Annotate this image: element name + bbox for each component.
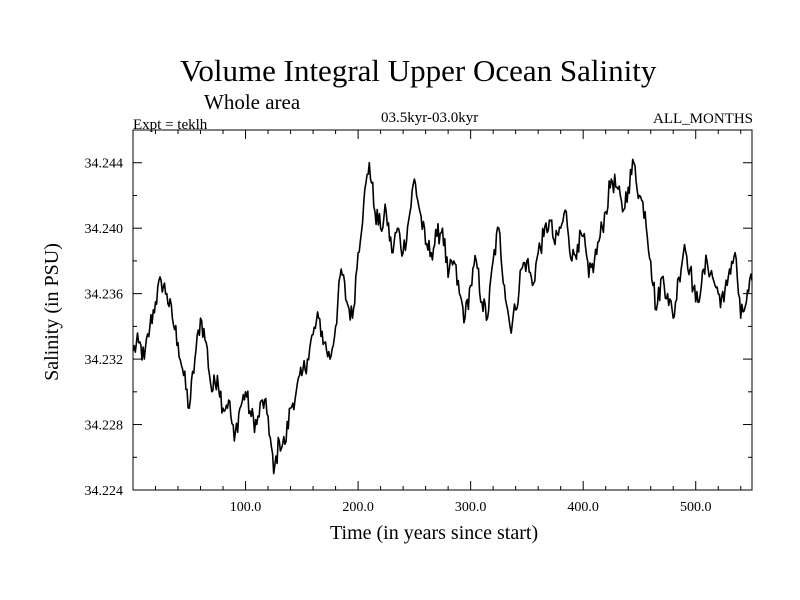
y-tick-label: 34.244 xyxy=(85,157,124,172)
x-tick-label: 300.0 xyxy=(455,500,487,515)
y-tick-label: 34.232 xyxy=(85,353,124,368)
x-tick-label: 400.0 xyxy=(567,500,599,515)
series-line-salinity xyxy=(132,158,753,475)
x-tick-label: 500.0 xyxy=(680,500,712,515)
y-tick-label: 34.224 xyxy=(85,484,124,499)
period-label: 03.5kyr-03.0kyr xyxy=(381,110,479,126)
y-tick-label: 34.228 xyxy=(85,419,124,434)
y-tick-label: 34.236 xyxy=(85,288,124,303)
x-axis-label: Time (in years since start) xyxy=(330,522,539,544)
y-tick-label: 34.240 xyxy=(85,222,124,237)
x-tick-label: 200.0 xyxy=(342,500,374,515)
chart-subtitle: Whole area xyxy=(204,90,301,114)
chart-title: Volume Integral Upper Ocean Salinity xyxy=(180,53,657,88)
x-tick-label: 100.0 xyxy=(230,500,262,515)
months-label: ALL_MONTHS xyxy=(653,111,753,127)
plot-frame xyxy=(132,129,753,491)
experiment-label: Expt = teklh xyxy=(133,117,208,133)
